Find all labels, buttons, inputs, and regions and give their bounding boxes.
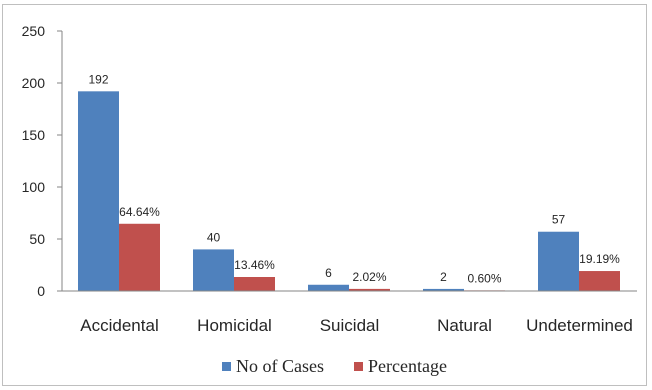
y-tick-label: 0 bbox=[37, 283, 45, 299]
data-label: 0.60% bbox=[467, 271, 501, 285]
data-label: 6 bbox=[325, 266, 332, 280]
data-label: 57 bbox=[552, 213, 566, 227]
bar-cases-homicidal bbox=[193, 249, 234, 291]
y-tick-label: 200 bbox=[22, 75, 46, 91]
bar-percentage-suicidal bbox=[349, 288, 390, 291]
bar-cases-suicidal bbox=[308, 284, 349, 291]
data-label: 19.19% bbox=[579, 252, 620, 266]
x-category-label: Suicidal bbox=[320, 316, 380, 335]
bars bbox=[78, 91, 620, 291]
y-tick-label: 250 bbox=[22, 23, 46, 39]
y-axis: 0 50 100 150 200 250 bbox=[22, 23, 63, 299]
data-label: 192 bbox=[88, 72, 108, 86]
y-tick-label: 50 bbox=[29, 231, 45, 247]
data-labels: 192 64.64% 40 13.46% 6 2.02% 2 0.60% 57 19.19% bbox=[88, 72, 620, 285]
data-label: 40 bbox=[207, 230, 221, 244]
legend-label: Percentage bbox=[368, 356, 447, 376]
bar-percentage-accidental bbox=[119, 223, 160, 291]
x-axis: Accidental Homicidal Suicidal Natural Undete… bbox=[62, 290, 637, 335]
x-category-label: Homicidal bbox=[197, 316, 272, 335]
bar-cases-accidental bbox=[78, 91, 119, 291]
y-tick-label: 150 bbox=[22, 127, 46, 143]
bar-percentage-homicidal bbox=[234, 277, 275, 291]
y-tick-label: 100 bbox=[22, 179, 46, 195]
data-label: 13.46% bbox=[234, 258, 275, 272]
bar-percentage-undetermined bbox=[579, 271, 620, 291]
x-category-label: Undetermined bbox=[526, 316, 633, 335]
bar-cases-undetermined bbox=[538, 231, 579, 291]
x-category-label: Natural bbox=[437, 316, 492, 335]
legend: No of Cases Percentage bbox=[222, 356, 447, 376]
data-label: 2 bbox=[440, 270, 447, 284]
legend-swatch bbox=[354, 362, 363, 371]
x-category-label: Accidental bbox=[80, 316, 158, 335]
legend-label: No of Cases bbox=[236, 356, 324, 376]
legend-swatch bbox=[222, 362, 231, 371]
bar-cases-natural bbox=[423, 288, 464, 291]
data-label: 2.02% bbox=[352, 270, 386, 284]
data-label: 64.64% bbox=[119, 205, 160, 219]
